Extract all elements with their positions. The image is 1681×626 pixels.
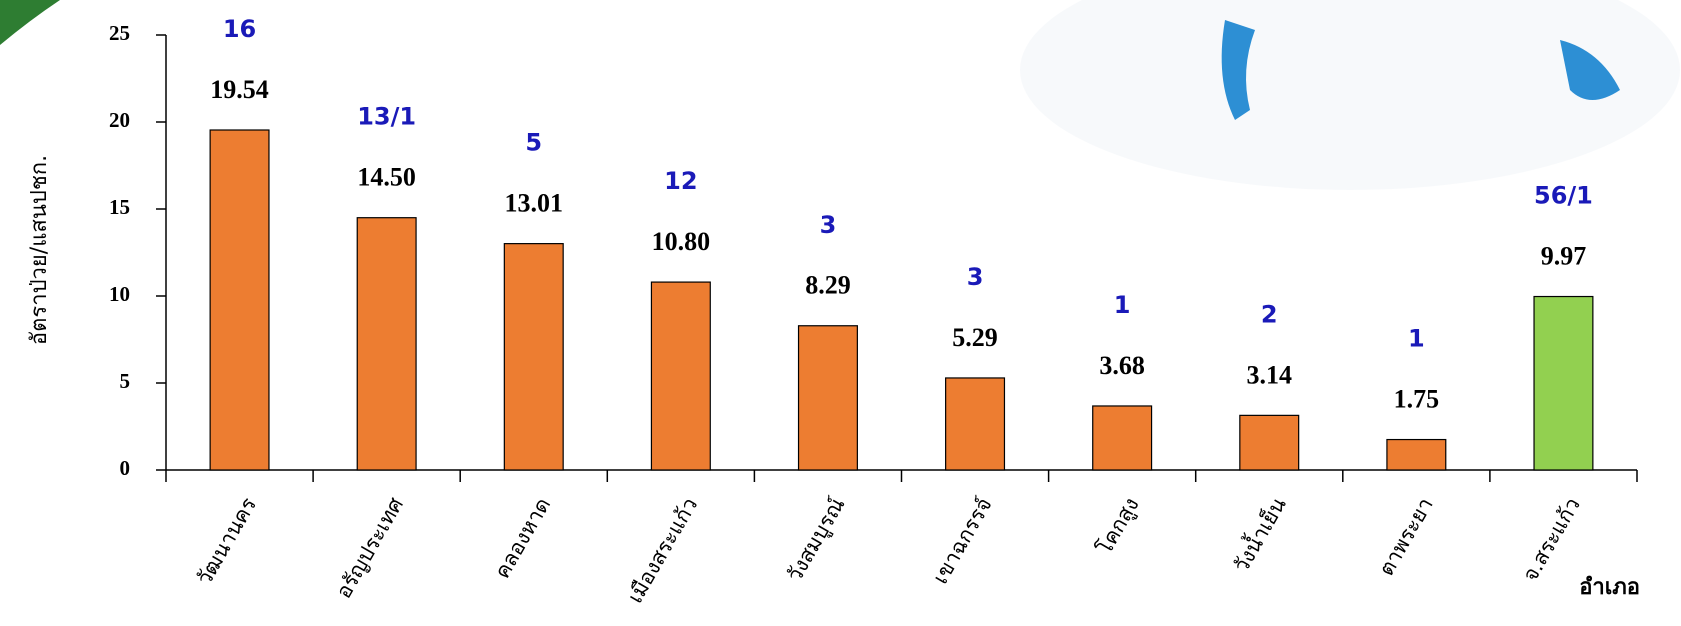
bar <box>356 217 417 471</box>
y-tick-label: 15 <box>109 195 130 219</box>
x-axis-label: อำเภอ <box>1579 575 1640 600</box>
bar <box>797 325 858 471</box>
x-tick-label: เมืองสระแก้ว <box>623 494 702 608</box>
annotation: 2 <box>1261 300 1278 328</box>
bar <box>503 243 564 471</box>
annotation: 1 <box>1114 291 1131 319</box>
y-axis-label: อัตราป่วย/แสนปชก. <box>27 155 52 345</box>
bar <box>1533 295 1594 471</box>
x-tick-label: อรัญประเทศ <box>331 493 408 603</box>
bar <box>1092 405 1153 471</box>
x-tick-label: ตาพระยา <box>1374 494 1438 580</box>
annotation: 56/1 <box>1534 182 1593 210</box>
decoration <box>0 0 60 45</box>
y-tick-label: 20 <box>109 108 130 132</box>
bar <box>650 281 711 471</box>
x-tick-label: วังสมบูรณ์ <box>782 494 850 587</box>
annotation: 16 <box>223 15 256 43</box>
data-label: 3.14 <box>1247 360 1293 389</box>
decoration <box>1020 0 1680 190</box>
bar <box>945 377 1006 471</box>
data-label: 8.29 <box>805 271 851 300</box>
annotation: 12 <box>664 167 697 195</box>
bar <box>1386 438 1447 471</box>
data-label: 19.54 <box>210 75 269 104</box>
x-tick-label: วัฒนานคร <box>192 494 261 590</box>
data-label: 14.50 <box>357 163 416 192</box>
data-label: 10.80 <box>652 227 711 256</box>
annotation: 5 <box>525 129 542 157</box>
bar <box>1239 414 1300 471</box>
x-tick-label: คลองหาด <box>490 494 555 583</box>
x-tick-label: วังน้ำเย็น <box>1226 492 1290 577</box>
data-label: 9.97 <box>1541 241 1587 270</box>
y-tick-label: 10 <box>109 282 130 306</box>
x-tick-label: เขาฉกรรจ์ <box>928 494 996 588</box>
y-tick-label: 5 <box>120 369 131 393</box>
annotation: 1 <box>1408 325 1425 353</box>
data-label: 3.68 <box>1099 351 1145 380</box>
bar <box>209 129 270 471</box>
decoration <box>1221 20 1255 120</box>
decoration <box>1560 40 1620 100</box>
y-tick-label: 25 <box>109 21 130 45</box>
x-tick-label: โคกสูง <box>1092 494 1144 559</box>
data-label: 5.29 <box>952 323 998 352</box>
annotation: 13/1 <box>357 103 416 131</box>
data-label: 1.75 <box>1394 385 1440 414</box>
data-label: 13.01 <box>505 189 564 218</box>
annotation: 3 <box>967 263 984 291</box>
x-tick-label: จ.สระแก้ว <box>1518 494 1585 586</box>
y-tick-label: 0 <box>120 456 131 480</box>
annotation: 3 <box>820 211 837 239</box>
